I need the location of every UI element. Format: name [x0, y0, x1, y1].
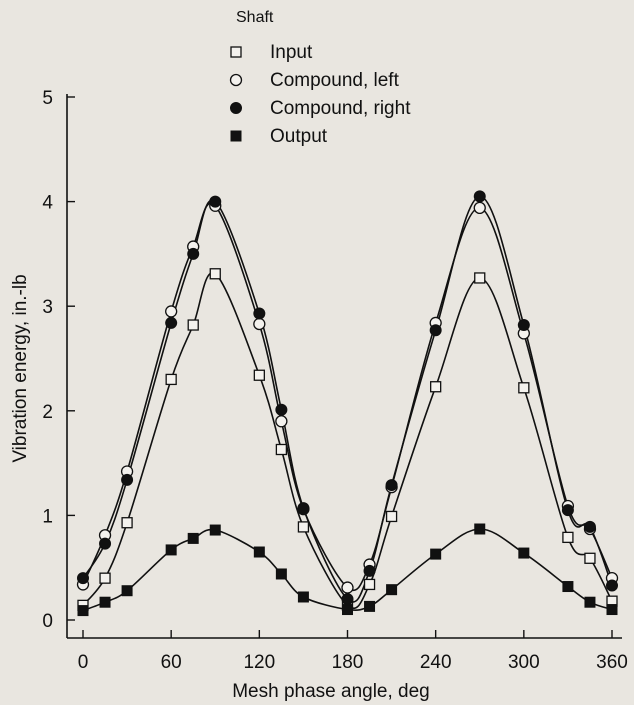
- legend-item-input: Input: [230, 42, 313, 63]
- data-point: [275, 568, 287, 580]
- data-point: [165, 544, 177, 556]
- y-tick-label: 3: [42, 297, 53, 318]
- data-point: [341, 581, 354, 594]
- data-point: [518, 547, 530, 559]
- data-point: [386, 584, 398, 596]
- series-markers: [76, 190, 619, 617]
- data-point: [584, 596, 596, 608]
- data-point: [297, 521, 310, 533]
- data-point: [342, 604, 353, 616]
- legend-label: Compound, right: [270, 98, 411, 119]
- data-point: [341, 593, 354, 606]
- data-point: [187, 247, 200, 260]
- data-point: [430, 548, 442, 560]
- data-point: [473, 201, 486, 215]
- x-tick-label: 300: [508, 652, 540, 673]
- data-point: [430, 381, 442, 393]
- data-point: [187, 532, 199, 544]
- data-point: [121, 585, 133, 597]
- data-point: [275, 443, 288, 456]
- data-point: [165, 316, 178, 329]
- x-tick-label: 0: [78, 652, 89, 673]
- legend-label: Compound, left: [270, 70, 400, 91]
- legend-marker: [229, 73, 243, 87]
- data-point: [209, 524, 221, 536]
- data-point: [121, 517, 133, 529]
- data-point: [77, 572, 89, 585]
- data-point: [606, 579, 618, 592]
- data-point: [275, 415, 288, 428]
- y-tick-label: 4: [42, 193, 53, 214]
- y-tick-label: 5: [42, 88, 53, 109]
- legend-item-compound-left: Compound, left: [229, 70, 400, 91]
- legend-label: Output: [270, 126, 328, 147]
- data-point: [209, 268, 221, 280]
- data-point: [209, 195, 222, 208]
- data-point: [517, 319, 530, 332]
- x-tick-label: 120: [243, 652, 275, 673]
- data-point: [385, 479, 398, 492]
- data-point: [121, 473, 134, 486]
- data-point: [297, 591, 309, 603]
- data-point: [99, 572, 111, 584]
- data-point: [165, 373, 177, 386]
- legend-marker: [230, 102, 242, 114]
- x-tick-label: 180: [332, 652, 364, 673]
- legend-marker: [230, 46, 242, 58]
- legend-title: Shaft: [236, 9, 274, 26]
- series-points-output: [77, 523, 618, 617]
- data-point: [275, 403, 288, 416]
- data-point: [77, 605, 89, 617]
- x-axis-title: Mesh phase angle, deg: [232, 681, 430, 702]
- legend-marker: [230, 130, 242, 142]
- data-point: [253, 546, 265, 558]
- x-tick-label: 360: [596, 652, 628, 673]
- data-point: [363, 564, 376, 577]
- x-tick-label: 240: [420, 652, 452, 673]
- data-point: [518, 382, 530, 394]
- data-point: [99, 596, 111, 608]
- legend-item-output: Output: [230, 126, 328, 147]
- data-point: [187, 319, 199, 331]
- data-point: [561, 504, 574, 517]
- data-point: [606, 604, 618, 616]
- x-tick-label: 60: [161, 652, 182, 673]
- data-point: [363, 578, 376, 591]
- legend-item-compound-right: Compound, right: [230, 98, 411, 119]
- data-point: [364, 600, 376, 612]
- data-point: [165, 305, 178, 318]
- data-point: [583, 520, 596, 533]
- data-point: [474, 272, 486, 284]
- y-axis-title: Vibration energy, in.-lb: [10, 274, 31, 462]
- data-point: [584, 552, 596, 564]
- series-points-compound-right: [77, 190, 618, 606]
- legend-label: Input: [270, 42, 313, 63]
- data-point: [429, 324, 442, 337]
- data-point: [253, 369, 265, 381]
- data-point: [385, 510, 398, 523]
- data-point: [474, 523, 486, 535]
- data-point: [297, 502, 310, 515]
- y-tick-label: 2: [42, 402, 53, 423]
- y-tick-label: 1: [42, 506, 53, 527]
- legend: Shaft Input Compound, left Compound, right O…: [229, 9, 411, 147]
- y-tick-label: 0: [42, 611, 53, 632]
- data-point: [253, 307, 266, 320]
- data-point: [99, 537, 112, 550]
- data-point: [562, 581, 574, 593]
- data-point: [562, 531, 574, 544]
- data-point: [473, 190, 486, 203]
- data-point: [253, 317, 266, 331]
- axes: 0 1 2 3 4 5 0 60 120 180 240 300 360: [42, 88, 627, 673]
